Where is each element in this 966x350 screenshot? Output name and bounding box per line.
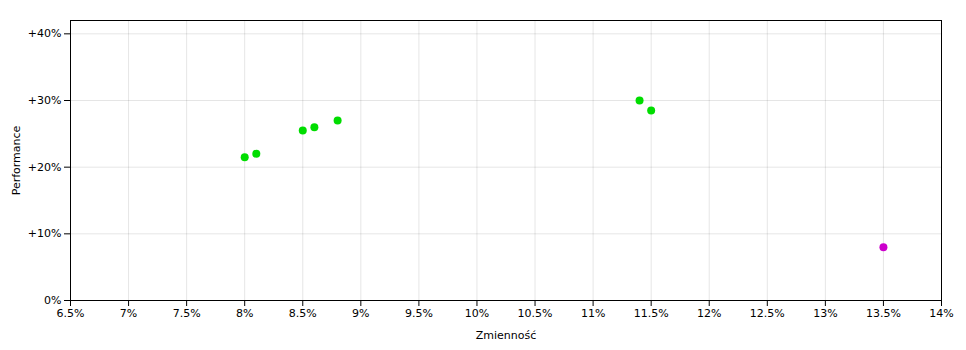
svg-text:14%: 14% [929, 307, 953, 320]
svg-text:Performance: Performance [10, 125, 23, 195]
svg-text:10%: 10% [465, 307, 489, 320]
svg-text:6.5%: 6.5% [57, 307, 85, 320]
svg-text:13%: 13% [813, 307, 837, 320]
svg-text:7.5%: 7.5% [173, 307, 201, 320]
svg-text:Zmienność: Zmienność [476, 329, 537, 342]
svg-text:9.5%: 9.5% [405, 307, 433, 320]
svg-text:9%: 9% [352, 307, 369, 320]
svg-text:12.5%: 12.5% [750, 307, 785, 320]
svg-text:11%: 11% [581, 307, 605, 320]
svg-text:11.5%: 11.5% [634, 307, 669, 320]
svg-text:12%: 12% [697, 307, 721, 320]
svg-text:0%: 0% [44, 294, 61, 307]
svg-text:+20%: +20% [28, 161, 62, 174]
svg-text:7%: 7% [120, 307, 137, 320]
svg-text:13.5%: 13.5% [866, 307, 901, 320]
svg-text:8%: 8% [236, 307, 253, 320]
svg-text:10.5%: 10.5% [518, 307, 553, 320]
svg-text:+40%: +40% [28, 27, 62, 40]
svg-text:+10%: +10% [28, 227, 62, 240]
svg-text:+30%: +30% [28, 94, 62, 107]
svg-text:8.5%: 8.5% [289, 307, 317, 320]
